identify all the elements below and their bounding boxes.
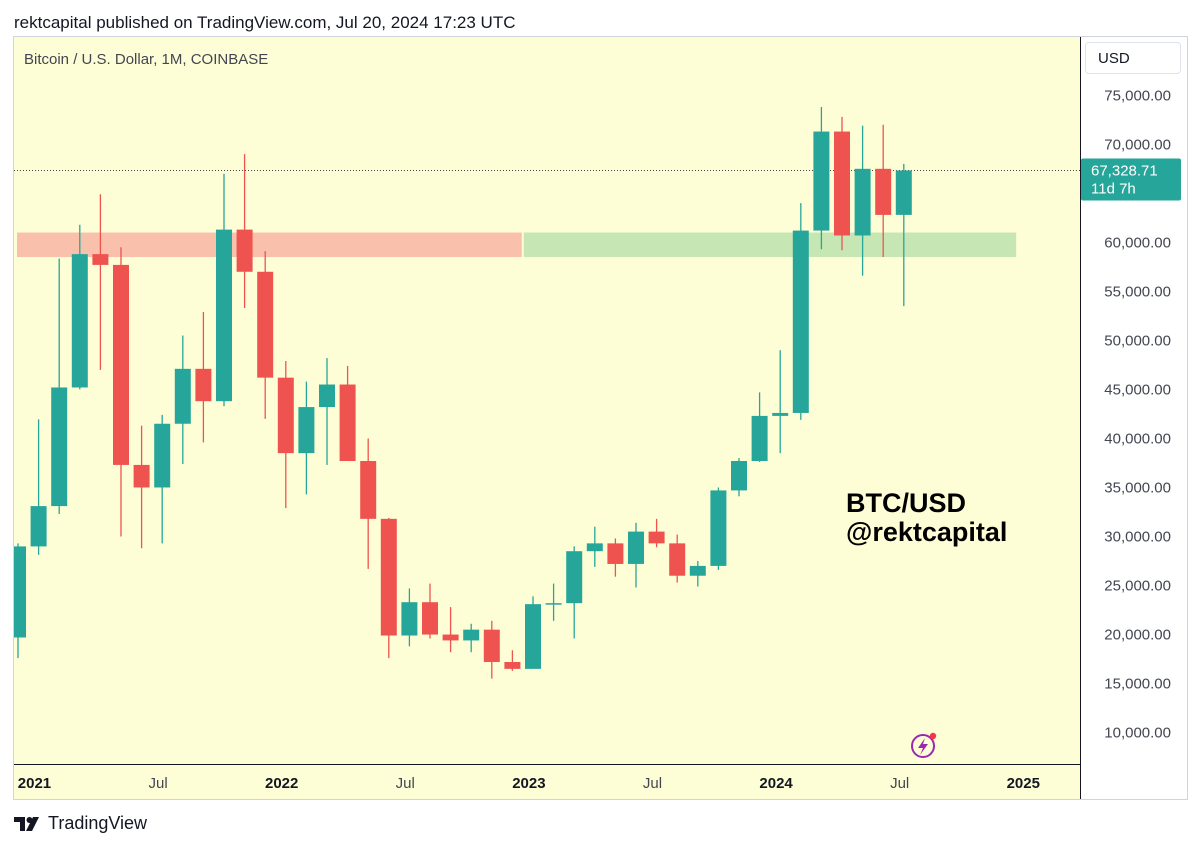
candle-body-2024-01[interactable] (772, 412, 789, 416)
candle-body-2023-02[interactable] (545, 603, 562, 605)
candle-body-2024-05[interactable] (854, 168, 871, 236)
tradingview-logo-icon (14, 816, 39, 831)
plot-area[interactable] (14, 37, 1080, 764)
candle-body-2021-01[interactable] (30, 506, 47, 547)
candle-body-2021-03[interactable] (71, 254, 88, 388)
time-axis-area[interactable] (14, 765, 1080, 799)
symbol-title: Bitcoin / U.S. Dollar, 1M, COINBASE (24, 51, 269, 68)
tradingview-logo-text: TradingView (48, 813, 148, 833)
y-tick-label: 20,000.00 (1104, 627, 1171, 644)
candle-body-2022-06[interactable] (380, 518, 397, 636)
candle-body-2022-11[interactable] (483, 629, 500, 663)
candle-body-2021-05[interactable] (113, 264, 129, 465)
candle-body-2022-09[interactable] (442, 634, 459, 641)
bar-countdown-label: 11d 7h (1091, 180, 1136, 197)
candle-body-2022-07[interactable] (401, 602, 418, 636)
y-tick-label: 60,000.00 (1104, 234, 1171, 251)
candle-body-2023-06[interactable] (628, 531, 644, 564)
candle-body-2023-03[interactable] (566, 551, 583, 604)
candle-body-2022-08[interactable] (422, 602, 438, 635)
candle-body-2022-12[interactable] (504, 662, 521, 669)
y-tick-label: 70,000.00 (1104, 136, 1171, 153)
x-tick-label: 2025 (1007, 775, 1040, 792)
candle-body-2021-11[interactable] (236, 229, 253, 272)
candle-body-2022-02[interactable] (298, 407, 315, 454)
x-tick-label: 2023 (512, 775, 545, 792)
candle-body-2023-07[interactable] (648, 531, 665, 544)
x-tick-label: Jul (643, 775, 662, 792)
candle-body-2023-12[interactable] (751, 415, 768, 462)
candle-body-2024-04[interactable] (834, 131, 850, 236)
tradingview-logo: TradingView (14, 813, 147, 834)
candle-body-2023-11[interactable] (731, 461, 747, 491)
candle-body-2023-10[interactable] (710, 490, 727, 566)
candle-body-2021-07[interactable] (154, 423, 171, 488)
x-tick-label: 2021 (18, 775, 51, 792)
x-tick-label: Jul (148, 775, 167, 792)
y-tick-label: 35,000.00 (1104, 479, 1171, 496)
candle-body-2022-01[interactable] (277, 377, 294, 454)
candle-body-2024-03[interactable] (813, 131, 830, 231)
candle-body-2021-08[interactable] (174, 368, 191, 424)
watermark-author: @rektcapital (846, 517, 1008, 547)
candle-body-2023-05[interactable] (607, 543, 624, 564)
publish-info: rektcapital published on TradingView.com… (14, 13, 516, 32)
currency-unit-button[interactable]: USD (1085, 42, 1181, 74)
last-price-badge (1081, 158, 1181, 201)
y-tick-label: 75,000.00 (1104, 87, 1171, 104)
y-tick-label: 40,000.00 (1104, 430, 1171, 447)
watermark: BTC/USD @rektcapital (846, 489, 1007, 547)
y-tick-label: 30,000.00 (1104, 529, 1171, 546)
candle-body-2023-08[interactable] (669, 543, 686, 576)
candle-body-2021-10[interactable] (216, 229, 232, 402)
last-price-label: 67,328.71 (1091, 162, 1158, 179)
candle-body-2022-04[interactable] (339, 384, 356, 462)
y-tick-label: 25,000.00 (1104, 578, 1171, 595)
y-tick-label: 55,000.00 (1104, 283, 1171, 300)
x-tick-label: 2022 (265, 775, 298, 792)
candle-body-2022-10[interactable] (463, 629, 480, 641)
candle-body-2023-09[interactable] (689, 565, 706, 576)
candle-body-2022-03[interactable] (319, 384, 335, 408)
resistance-zone (17, 232, 522, 258)
candle-body-2021-04[interactable] (92, 254, 109, 265)
candle-body-2024-07[interactable] (895, 170, 912, 215)
candle-body-2021-12[interactable] (257, 271, 274, 378)
candle-body-2020-12[interactable] (10, 546, 26, 638)
y-tick-label: 10,000.00 (1104, 725, 1171, 742)
candle-body-2023-01[interactable] (525, 604, 541, 669)
candle-body-2022-05[interactable] (360, 461, 377, 519)
support-zone (523, 232, 1017, 258)
lightning-icon[interactable] (911, 732, 937, 758)
candle-body-2024-02[interactable] (792, 230, 809, 413)
candle-body-2023-04[interactable] (586, 543, 603, 552)
candle-body-2024-06[interactable] (875, 168, 892, 215)
candle-body-2021-09[interactable] (195, 368, 212, 402)
y-tick-label: 50,000.00 (1104, 332, 1171, 349)
y-tick-label: 45,000.00 (1104, 381, 1171, 398)
candle-body-2021-06[interactable] (133, 464, 150, 488)
x-tick-label: Jul (396, 775, 415, 792)
x-tick-label: 2024 (759, 775, 793, 792)
y-tick-label: 15,000.00 (1104, 676, 1171, 693)
candle-body-2021-02[interactable] (51, 387, 68, 507)
watermark-pair: BTC/USD (846, 488, 966, 518)
x-tick-label: Jul (890, 775, 909, 792)
